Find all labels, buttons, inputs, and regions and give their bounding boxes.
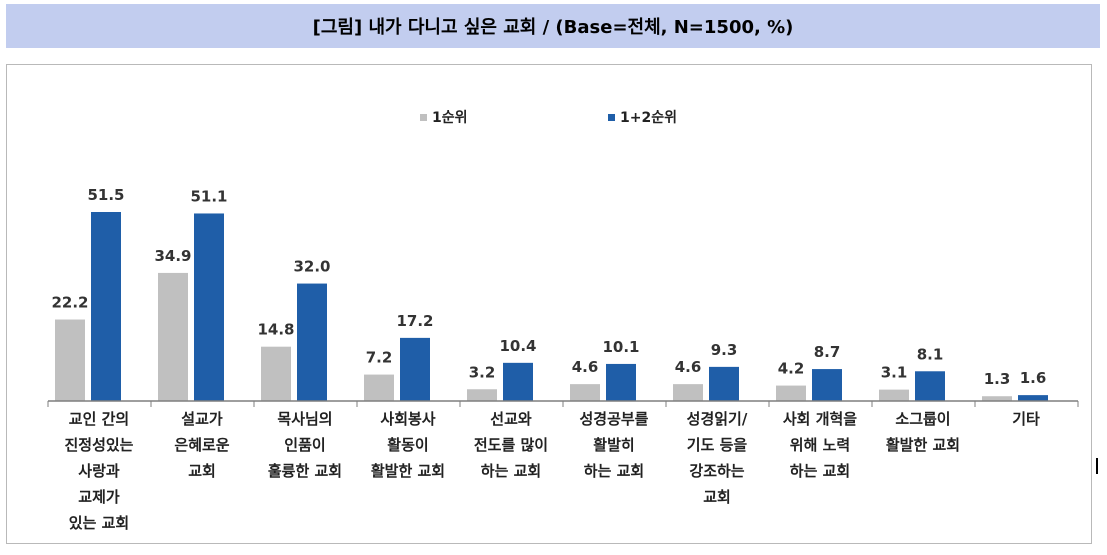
data-label-rank1-8: 3.1 bbox=[881, 364, 908, 382]
bar-rank1-1 bbox=[158, 272, 188, 401]
legend-swatch-2 bbox=[608, 114, 615, 121]
bar-rank1-7 bbox=[776, 385, 806, 401]
bar-rank1-5 bbox=[570, 384, 600, 401]
bar-rank12-8 bbox=[915, 371, 945, 401]
category-label-9: 기타 bbox=[1012, 410, 1040, 428]
data-label-rank12-7: 8.7 bbox=[814, 343, 841, 361]
category-label-1: 설교가 은혜로운 교회 bbox=[174, 410, 229, 480]
category-label-3: 사회봉사 활동이 활발한 교회 bbox=[371, 410, 445, 480]
category-label-2: 목사님의 인품이 훌륭한 교회 bbox=[268, 410, 342, 480]
data-label-rank1-2: 14.8 bbox=[257, 321, 294, 339]
edge-marker bbox=[1096, 458, 1098, 474]
bar-rank12-7 bbox=[812, 369, 842, 401]
title-band: [그림] 내가 다니고 싶은 교회 / (Base=전체, N=1500, %) bbox=[6, 4, 1100, 48]
bar-rank1-4 bbox=[467, 389, 497, 401]
data-label-rank1-6: 4.6 bbox=[675, 358, 702, 376]
legend-swatch-1 bbox=[420, 114, 427, 121]
bar-rank1-3 bbox=[364, 374, 394, 401]
data-label-rank1-4: 3.2 bbox=[469, 363, 496, 381]
category-label-5: 성경공부를 활발히 하는 교회 bbox=[579, 410, 648, 480]
data-label-rank12-4: 10.4 bbox=[499, 337, 536, 355]
legend-label-2: 1+2순위 bbox=[620, 110, 677, 126]
bar-rank12-0 bbox=[91, 212, 121, 401]
category-label-8: 소그룹이 활발한 교회 bbox=[886, 410, 960, 454]
data-label-rank12-1: 51.1 bbox=[190, 187, 227, 205]
category-label-4: 선교와 전도를 많이 하는 교회 bbox=[474, 410, 548, 480]
data-label-rank12-5: 10.1 bbox=[602, 338, 639, 356]
bar-rank12-3 bbox=[400, 337, 430, 401]
data-label-rank1-9: 1.3 bbox=[984, 370, 1011, 388]
data-label-rank12-9: 1.6 bbox=[1020, 369, 1047, 387]
bar-rank1-2 bbox=[261, 346, 291, 401]
bar-rank12-1 bbox=[194, 213, 224, 401]
bar-rank12-2 bbox=[297, 283, 327, 401]
bar-rank12-5 bbox=[606, 363, 636, 401]
chart-title: [그림] 내가 다니고 싶은 교회 / (Base=전체, N=1500, %) bbox=[312, 17, 794, 38]
bar-rank12-9 bbox=[1018, 395, 1048, 401]
data-label-rank12-8: 8.1 bbox=[917, 345, 944, 363]
data-label-rank1-3: 7.2 bbox=[366, 349, 393, 367]
data-label-rank12-0: 51.5 bbox=[87, 186, 124, 204]
bar-rank1-9 bbox=[982, 396, 1012, 401]
bar-rank1-6 bbox=[673, 384, 703, 401]
bar-rank12-6 bbox=[709, 366, 739, 401]
data-label-rank1-1: 34.9 bbox=[154, 247, 191, 265]
data-label-rank12-3: 17.2 bbox=[396, 312, 433, 330]
category-label-6: 성경읽기/기도 등을 강조하는 교회 bbox=[687, 410, 748, 506]
data-label-rank1-7: 4.2 bbox=[778, 360, 805, 378]
data-label-rank12-6: 9.3 bbox=[711, 341, 738, 359]
bar-rank12-4 bbox=[503, 362, 533, 401]
category-label-0: 교인 간의 진정성있는 사랑과 교제가 있는 교회 bbox=[64, 410, 133, 532]
legend-label-1: 1순위 bbox=[432, 110, 468, 126]
data-label-rank1-0: 22.2 bbox=[51, 294, 88, 312]
data-label-rank1-5: 4.6 bbox=[572, 358, 599, 376]
bar-rank1-0 bbox=[55, 319, 85, 401]
data-label-rank12-2: 32.0 bbox=[293, 258, 330, 276]
category-label-7: 사회 개혁을 위해 노력 하는 교회 bbox=[783, 410, 857, 480]
bar-rank1-8 bbox=[879, 389, 909, 401]
